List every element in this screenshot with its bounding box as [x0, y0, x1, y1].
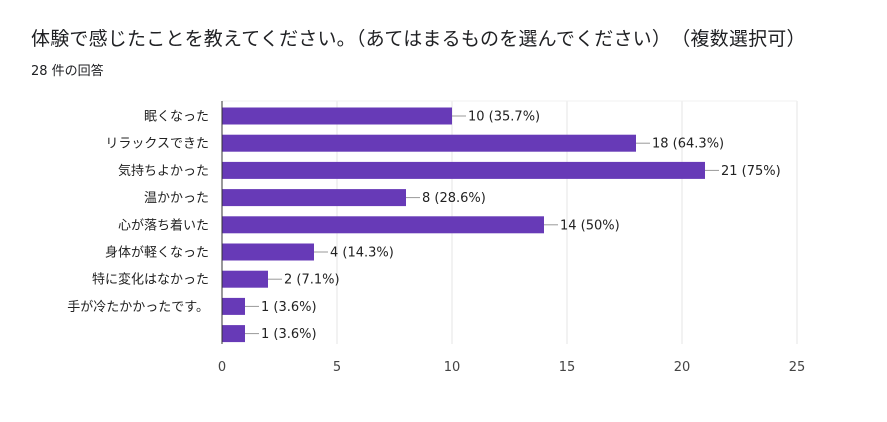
x-tick-label: 25 — [789, 360, 806, 375]
bar — [222, 107, 452, 125]
x-tick-label: 10 — [444, 360, 461, 375]
bar — [222, 297, 245, 315]
bar — [222, 216, 544, 234]
bar — [222, 134, 636, 152]
bar — [222, 243, 314, 261]
category-label: 温かかった — [144, 191, 209, 206]
category-label: 特に変化はなかった — [92, 272, 209, 288]
x-tick-label: 20 — [674, 360, 691, 375]
x-tick-label: 5 — [333, 360, 341, 375]
response-count: 28 件の回答 — [31, 64, 104, 79]
bar — [222, 189, 406, 207]
value-label: 4 (14.3%) — [330, 246, 394, 261]
category-label: 気持ちよかった — [118, 163, 209, 179]
category-label: 身体が軽くなった — [105, 245, 209, 261]
value-label: 8 (28.6%) — [422, 191, 486, 206]
bar — [222, 325, 245, 343]
question-title: 体験で感じたことを教えてください。（あてはまるものを選んでください） （複数選択… — [31, 28, 806, 50]
chart-bars: 10 (35.7%) 眠くなった 18 (64.3%) リラックスできた 21 (75%… — [67, 107, 781, 343]
value-label: 1 (3.6%) — [261, 327, 317, 342]
x-tick-label: 0 — [218, 360, 226, 375]
category-label: 眠くなった — [144, 110, 209, 125]
value-label: 18 (64.3%) — [652, 137, 724, 152]
category-label: リラックスできた — [105, 137, 209, 152]
value-label: 10 (35.7%) — [468, 110, 540, 125]
x-tick-label: 15 — [559, 360, 576, 375]
value-label: 2 (7.1%) — [284, 273, 340, 288]
bar — [222, 270, 268, 288]
chart-axis: 0 5 10 15 20 25 — [218, 101, 805, 375]
bar — [222, 161, 705, 179]
value-label: 14 (50%) — [560, 218, 620, 233]
value-label: 1 (3.6%) — [261, 300, 317, 315]
category-label: 心が落ち着いた — [118, 217, 209, 233]
category-label: 手が冷たかかったです。 — [67, 300, 209, 315]
value-label: 21 (75%) — [721, 164, 781, 179]
